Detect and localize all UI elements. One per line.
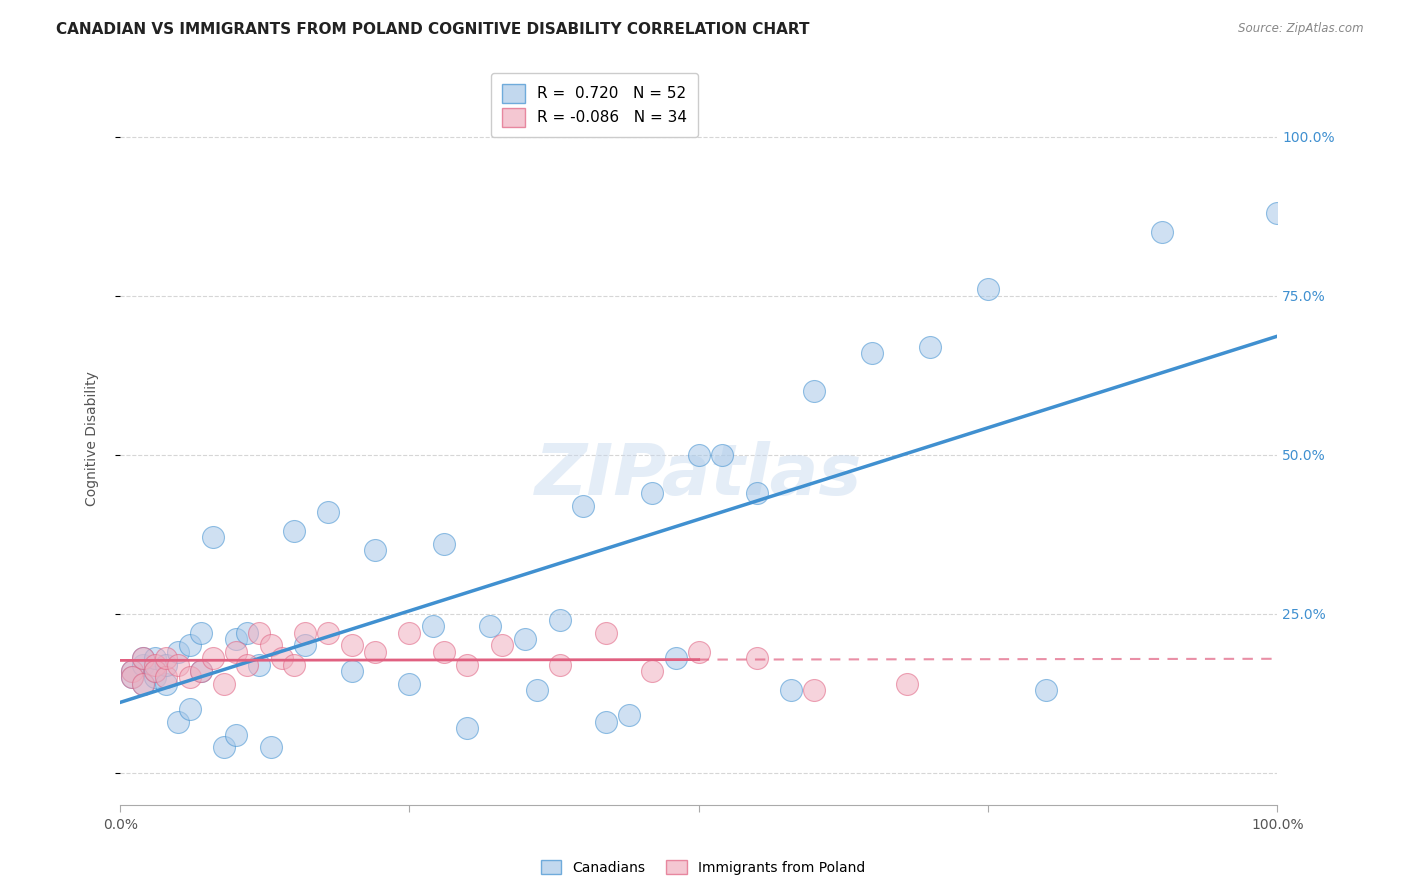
Point <box>548 613 571 627</box>
Point <box>167 714 190 729</box>
Point <box>422 619 444 633</box>
Point <box>595 625 617 640</box>
Point <box>132 676 155 690</box>
Point <box>121 670 143 684</box>
Point <box>479 619 502 633</box>
Point <box>664 651 686 665</box>
Point <box>294 639 316 653</box>
Point <box>1035 683 1057 698</box>
Point <box>283 524 305 538</box>
Point <box>526 683 548 698</box>
Point <box>745 485 768 500</box>
Point <box>225 645 247 659</box>
Point <box>780 683 803 698</box>
Point <box>364 543 387 558</box>
Point <box>155 657 177 672</box>
Point <box>688 448 710 462</box>
Point <box>318 625 340 640</box>
Point <box>398 625 420 640</box>
Text: Source: ZipAtlas.com: Source: ZipAtlas.com <box>1239 22 1364 36</box>
Point <box>121 664 143 678</box>
Point <box>190 664 212 678</box>
Point <box>259 740 281 755</box>
Point <box>179 639 201 653</box>
Point <box>167 657 190 672</box>
Point <box>688 645 710 659</box>
Point <box>190 664 212 678</box>
Point <box>247 625 270 640</box>
Text: CANADIAN VS IMMIGRANTS FROM POLAND COGNITIVE DISABILITY CORRELATION CHART: CANADIAN VS IMMIGRANTS FROM POLAND COGNI… <box>56 22 810 37</box>
Point <box>803 683 825 698</box>
Point <box>398 676 420 690</box>
Point <box>236 657 259 672</box>
Point <box>803 384 825 398</box>
Point <box>572 499 595 513</box>
Point <box>132 657 155 672</box>
Point <box>236 625 259 640</box>
Point <box>121 670 143 684</box>
Point <box>456 721 478 735</box>
Point <box>179 670 201 684</box>
Point <box>259 639 281 653</box>
Legend: R =  0.720   N = 52, R = -0.086   N = 34: R = 0.720 N = 52, R = -0.086 N = 34 <box>491 73 697 137</box>
Point <box>155 651 177 665</box>
Point <box>456 657 478 672</box>
Point <box>201 651 224 665</box>
Point <box>1150 225 1173 239</box>
Point <box>745 651 768 665</box>
Point <box>619 708 641 723</box>
Point <box>143 670 166 684</box>
Point <box>641 664 664 678</box>
Point <box>143 651 166 665</box>
Point <box>167 645 190 659</box>
Point <box>179 702 201 716</box>
Point <box>340 639 363 653</box>
Point <box>283 657 305 672</box>
Point <box>318 505 340 519</box>
Point <box>595 714 617 729</box>
Point <box>548 657 571 672</box>
Point <box>491 639 513 653</box>
Legend: Canadians, Immigrants from Poland: Canadians, Immigrants from Poland <box>534 855 872 880</box>
Point <box>896 676 918 690</box>
Point <box>121 664 143 678</box>
Point <box>271 651 294 665</box>
Point <box>143 664 166 678</box>
Point <box>190 625 212 640</box>
Point <box>132 651 155 665</box>
Point <box>294 625 316 640</box>
Point <box>920 339 942 353</box>
Point <box>225 727 247 741</box>
Text: ZIPatlas: ZIPatlas <box>536 441 862 510</box>
Point <box>1265 206 1288 220</box>
Point <box>641 485 664 500</box>
Point <box>201 530 224 544</box>
Point <box>132 676 155 690</box>
Point <box>247 657 270 672</box>
Point <box>860 346 883 360</box>
Point <box>433 645 456 659</box>
Point <box>143 657 166 672</box>
Point <box>214 740 236 755</box>
Point <box>364 645 387 659</box>
Point <box>340 664 363 678</box>
Point <box>155 670 177 684</box>
Point <box>225 632 247 647</box>
Y-axis label: Cognitive Disability: Cognitive Disability <box>86 371 100 506</box>
Point <box>710 448 733 462</box>
Point <box>132 651 155 665</box>
Point <box>977 282 1000 296</box>
Point <box>214 676 236 690</box>
Point <box>513 632 536 647</box>
Point <box>143 664 166 678</box>
Point <box>155 676 177 690</box>
Point <box>433 537 456 551</box>
